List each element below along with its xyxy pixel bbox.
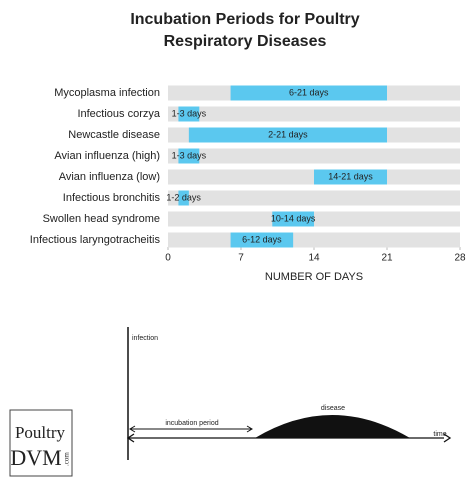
value-label: 14-21 days <box>328 171 373 181</box>
category-label: Mycoplasma infection <box>54 87 160 99</box>
bar <box>178 190 189 206</box>
category-label: Infectious laryngotracheitis <box>30 234 161 246</box>
bar <box>272 211 314 227</box>
arrow-head <box>443 433 452 443</box>
diagram-label: infection <box>132 335 158 342</box>
diagram <box>126 327 452 460</box>
diagram-label: time <box>433 431 446 438</box>
category-label: Avian influenza (high) <box>54 150 160 162</box>
logo-text: .com <box>63 452 71 466</box>
category-label: Swollen head syndrome <box>43 213 160 225</box>
value-label: 10-14 days <box>271 213 316 223</box>
value-label: 1-3 days <box>172 150 207 160</box>
chart-title: Respiratory Diseases <box>164 33 327 50</box>
category-label: Avian influenza (low) <box>59 171 160 183</box>
bar <box>188 127 387 143</box>
row-band <box>168 106 460 122</box>
bar <box>178 106 200 122</box>
value-label: 2-21 days <box>268 129 308 139</box>
x-tick-label: 14 <box>308 253 320 264</box>
bar <box>230 232 294 248</box>
value-label: 6-21 days <box>289 87 329 97</box>
x-tick-label: 7 <box>238 253 244 264</box>
logo-box <box>9 409 73 477</box>
value-label: 1-2 days <box>166 192 201 202</box>
x-tick-label: 0 <box>165 253 171 264</box>
x-tick-label: 28 <box>454 253 466 264</box>
bar <box>178 148 200 164</box>
arrow-head <box>129 425 253 433</box>
row-band <box>168 190 460 206</box>
x-axis-label: NUMBER OF DAYS <box>265 271 363 283</box>
value-label: 6-12 days <box>242 234 282 244</box>
x-tick-label: 21 <box>381 253 393 264</box>
row-band <box>168 232 460 248</box>
logo-text: DVM <box>10 445 61 470</box>
disease-curve <box>255 415 410 438</box>
category-label: Newcastle disease <box>68 129 160 141</box>
category-label: Infectious corzya <box>77 108 160 120</box>
chart-title: Incubation Periods for Poultry <box>130 11 359 28</box>
category-label: Infectious bronchitis <box>63 192 161 204</box>
bar <box>314 169 387 185</box>
arrow-head <box>126 433 135 443</box>
logo-text: Poultry <box>15 423 66 442</box>
bar <box>230 85 387 101</box>
diagram-label: incubation period <box>165 420 218 427</box>
diagram-label: disease <box>321 405 345 412</box>
row-band <box>168 148 460 164</box>
value-label: 1-3 days <box>172 108 207 118</box>
